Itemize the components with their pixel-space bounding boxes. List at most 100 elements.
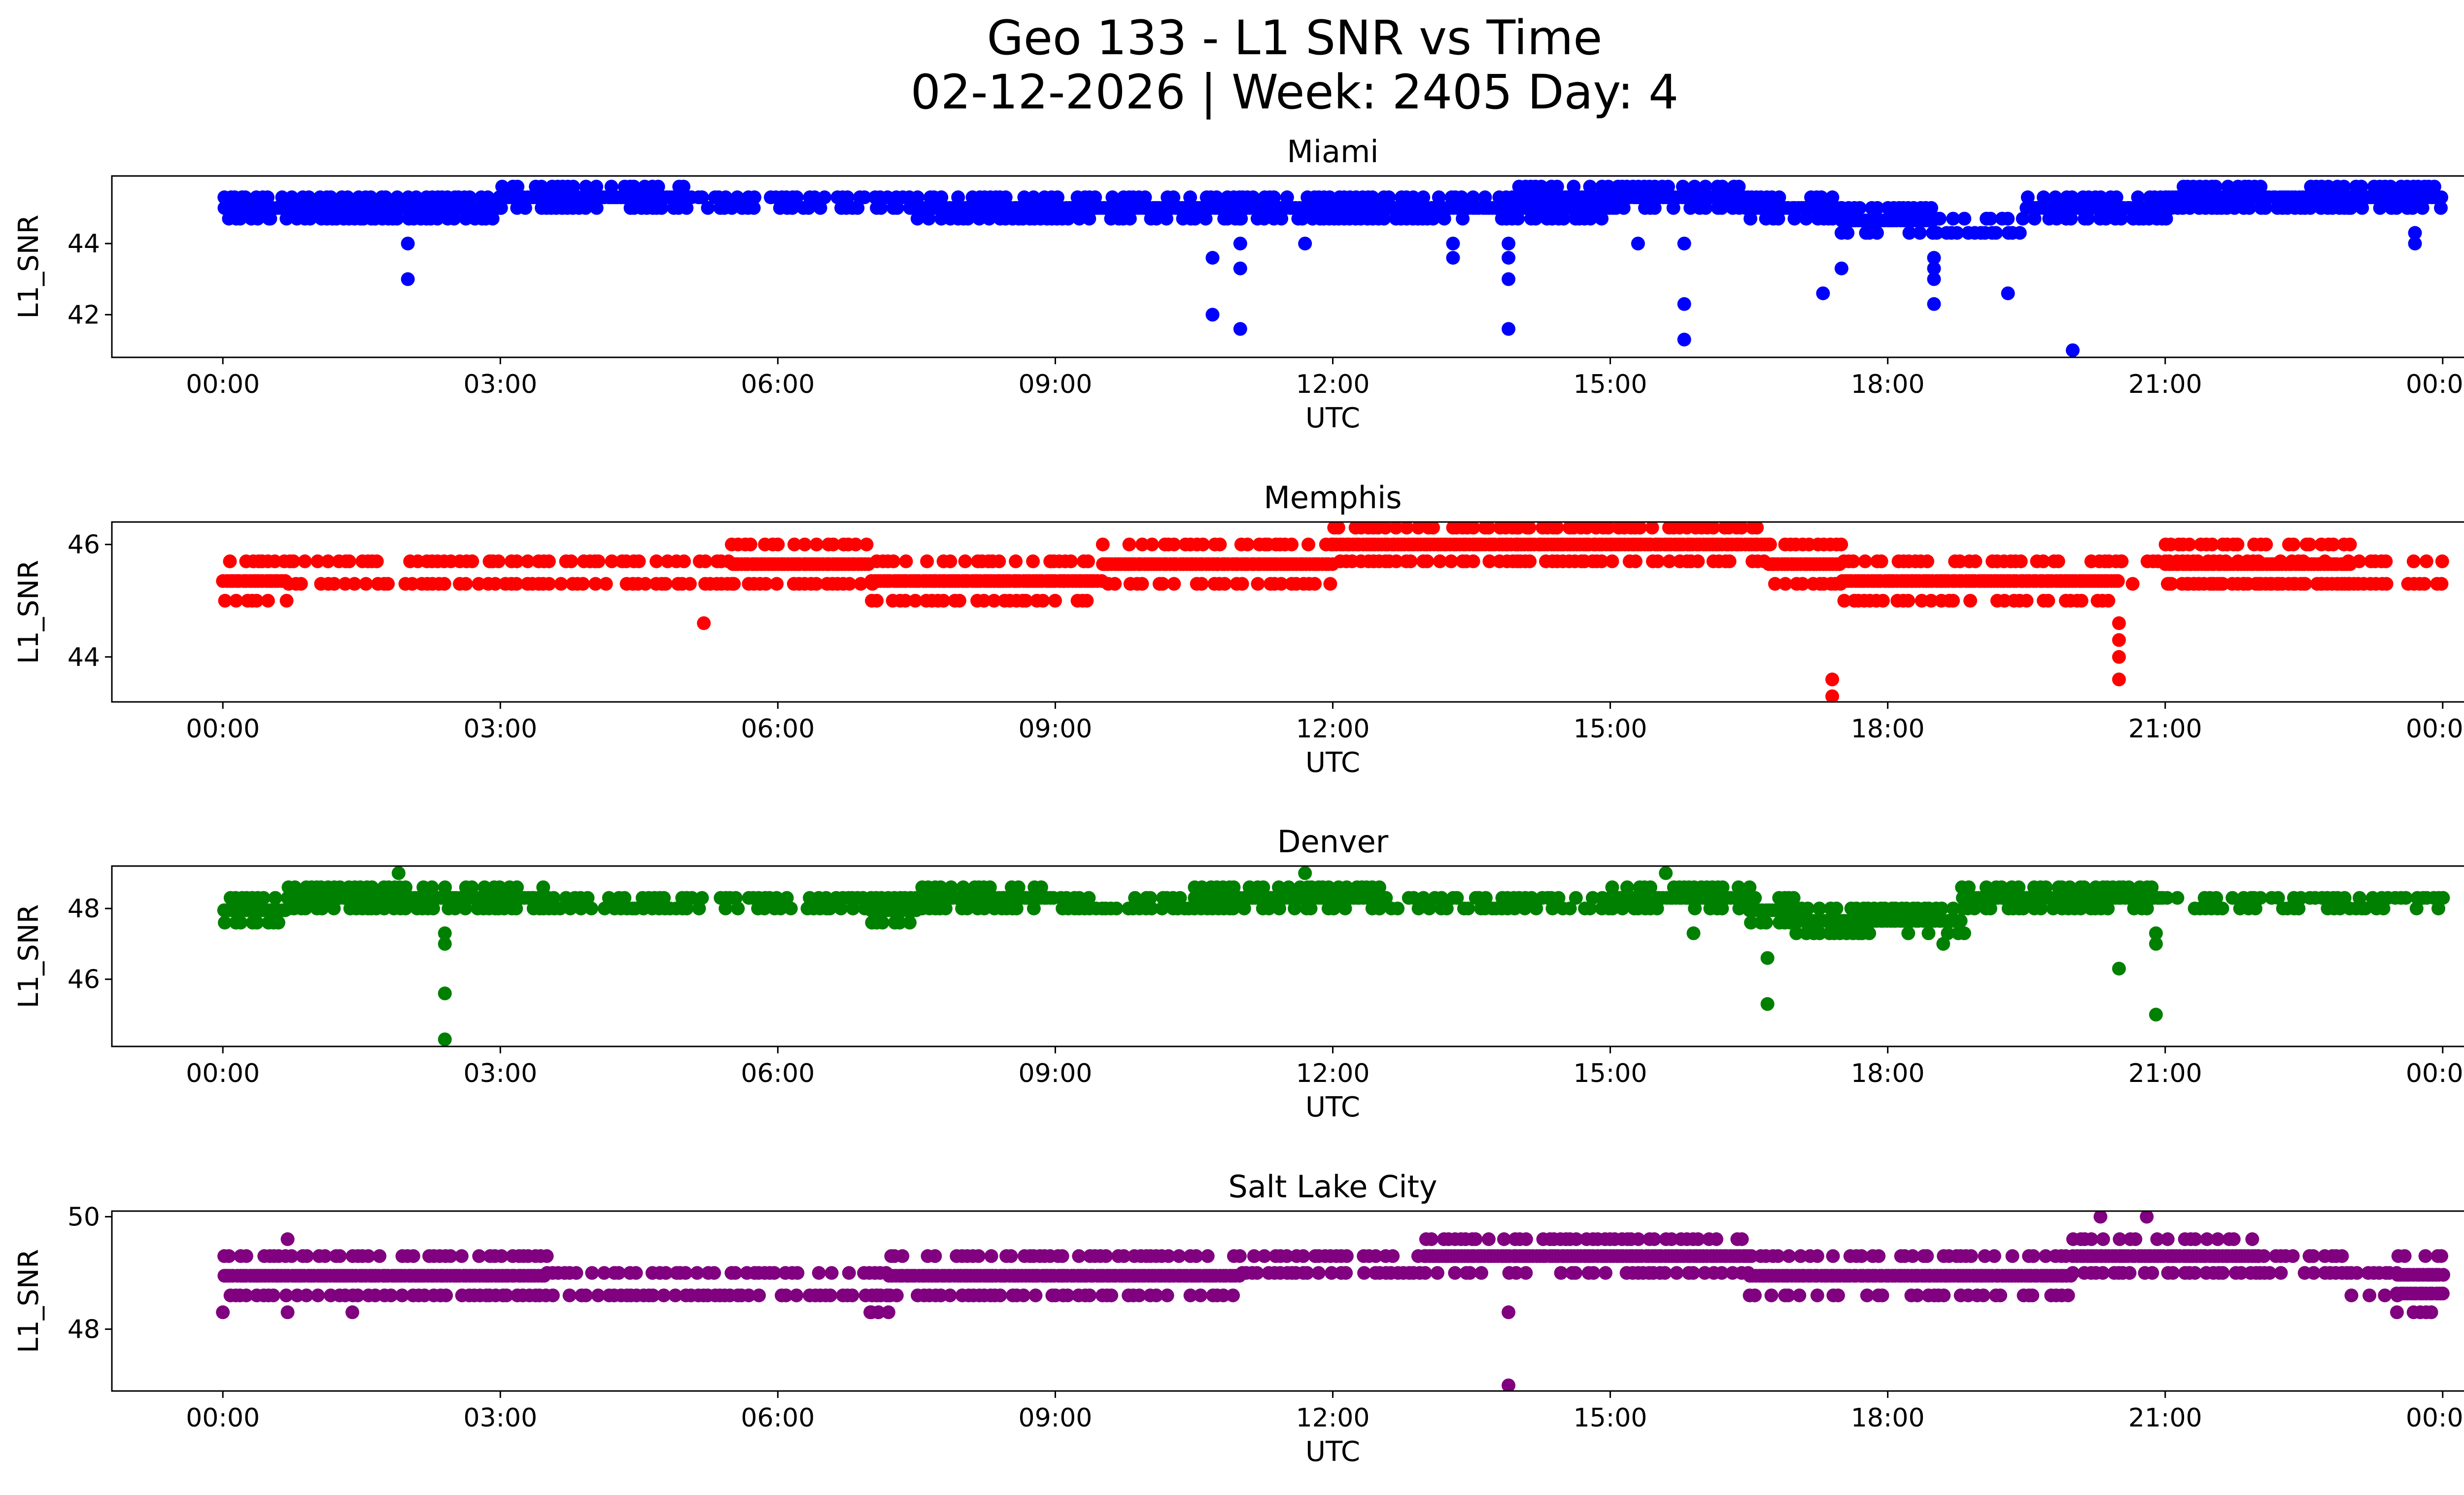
data-point [1920,1249,1934,1263]
figure-title-line1: Geo 133 - L1 SNR vs Time [987,10,1603,66]
data-point [1461,902,1475,916]
data-point [1710,1232,1723,1246]
data-point [1670,1266,1684,1280]
data-point [2113,1232,2127,1246]
data-point [1240,537,1255,552]
data-point [2408,226,2422,240]
data-point [463,190,477,205]
data-point [438,986,452,1001]
data-point [1198,211,1213,226]
data-point [591,554,606,568]
data-point [2019,593,2034,608]
data-point [1082,891,1096,905]
x-tick-label: 06:00 [741,370,815,399]
data-point [818,190,832,205]
data-point [1311,1266,1326,1280]
y-axis-label: L1_SNR [13,560,45,664]
data-point [1444,554,1458,568]
data-point [1511,211,1525,226]
data-point [1389,554,1403,568]
data-point [2257,1249,2271,1263]
data-point [1962,880,1976,895]
data-point [870,1288,884,1303]
data-point [2405,201,2420,215]
data-point [683,577,697,591]
data-point [789,1288,804,1303]
data-point [679,1266,693,1280]
data-point [1715,902,1729,916]
data-point [2166,1266,2180,1280]
data-point [563,902,578,916]
data-point [1226,1288,1240,1303]
data-point [2406,554,2421,568]
data-point [1502,251,1516,265]
data-point [1435,891,1449,905]
data-point [425,880,439,895]
data-point [1550,522,1564,535]
data-point [1172,1249,1186,1263]
data-point [2230,537,2245,552]
x-tick-label: 15:00 [1574,714,1647,744]
data-point [1257,1249,1271,1263]
data-point [824,1266,839,1280]
data-point [1633,522,1647,535]
data-point [1735,1232,1749,1246]
data-point [961,211,975,226]
data-point [1325,1266,1338,1280]
data-point [1795,577,1810,591]
data-point [2435,554,2449,568]
data-point [361,1249,376,1263]
data-point [1567,179,1581,194]
data-point [1997,593,2012,608]
data-point [1209,190,1224,205]
data-point [1715,880,1730,895]
data-point [943,1288,957,1303]
data-point [2066,1266,2080,1280]
data-point [2315,577,2329,591]
data-point [2159,211,2173,226]
data-point [1466,554,1480,568]
data-point [229,593,243,608]
data-point [268,891,282,905]
y-tick-label: 46 [68,530,100,560]
data-point [223,554,237,568]
data-point [1160,211,1173,226]
data-point [2254,179,2268,194]
data-point [982,211,996,226]
data-point [2342,577,2357,591]
y-tick-label: 48 [68,1315,100,1345]
data-point [581,891,595,905]
data-point [695,891,709,905]
data-point [2431,902,2445,916]
data-point [1072,891,1086,905]
data-point [1166,190,1181,205]
data-point [1226,902,1240,916]
data-point [757,902,772,916]
data-point [520,554,535,568]
data-point [256,891,271,905]
data-point [2016,211,2030,226]
data-point [2376,902,2391,916]
data-point [2036,554,2051,568]
data-point [2253,891,2267,905]
data-point [518,201,532,215]
data-point [727,577,741,591]
data-point [1369,1249,1383,1263]
data-point [378,190,393,205]
data-point [1569,1232,1583,1246]
data-point [870,593,884,608]
data-point [1083,1288,1097,1303]
data-point [2041,593,2055,608]
data-point [651,179,665,194]
data-point [472,1249,486,1263]
subplot-title: Salt Lake City [1228,1169,1437,1205]
data-point [2359,902,2372,916]
data-point [1298,866,1312,880]
data-point [494,201,508,215]
data-point [1629,554,1643,568]
data-point [1529,902,1543,916]
data-point [920,554,934,568]
data-point [1810,1288,1824,1303]
data-point [2077,880,2091,895]
data-point [1750,522,1764,535]
